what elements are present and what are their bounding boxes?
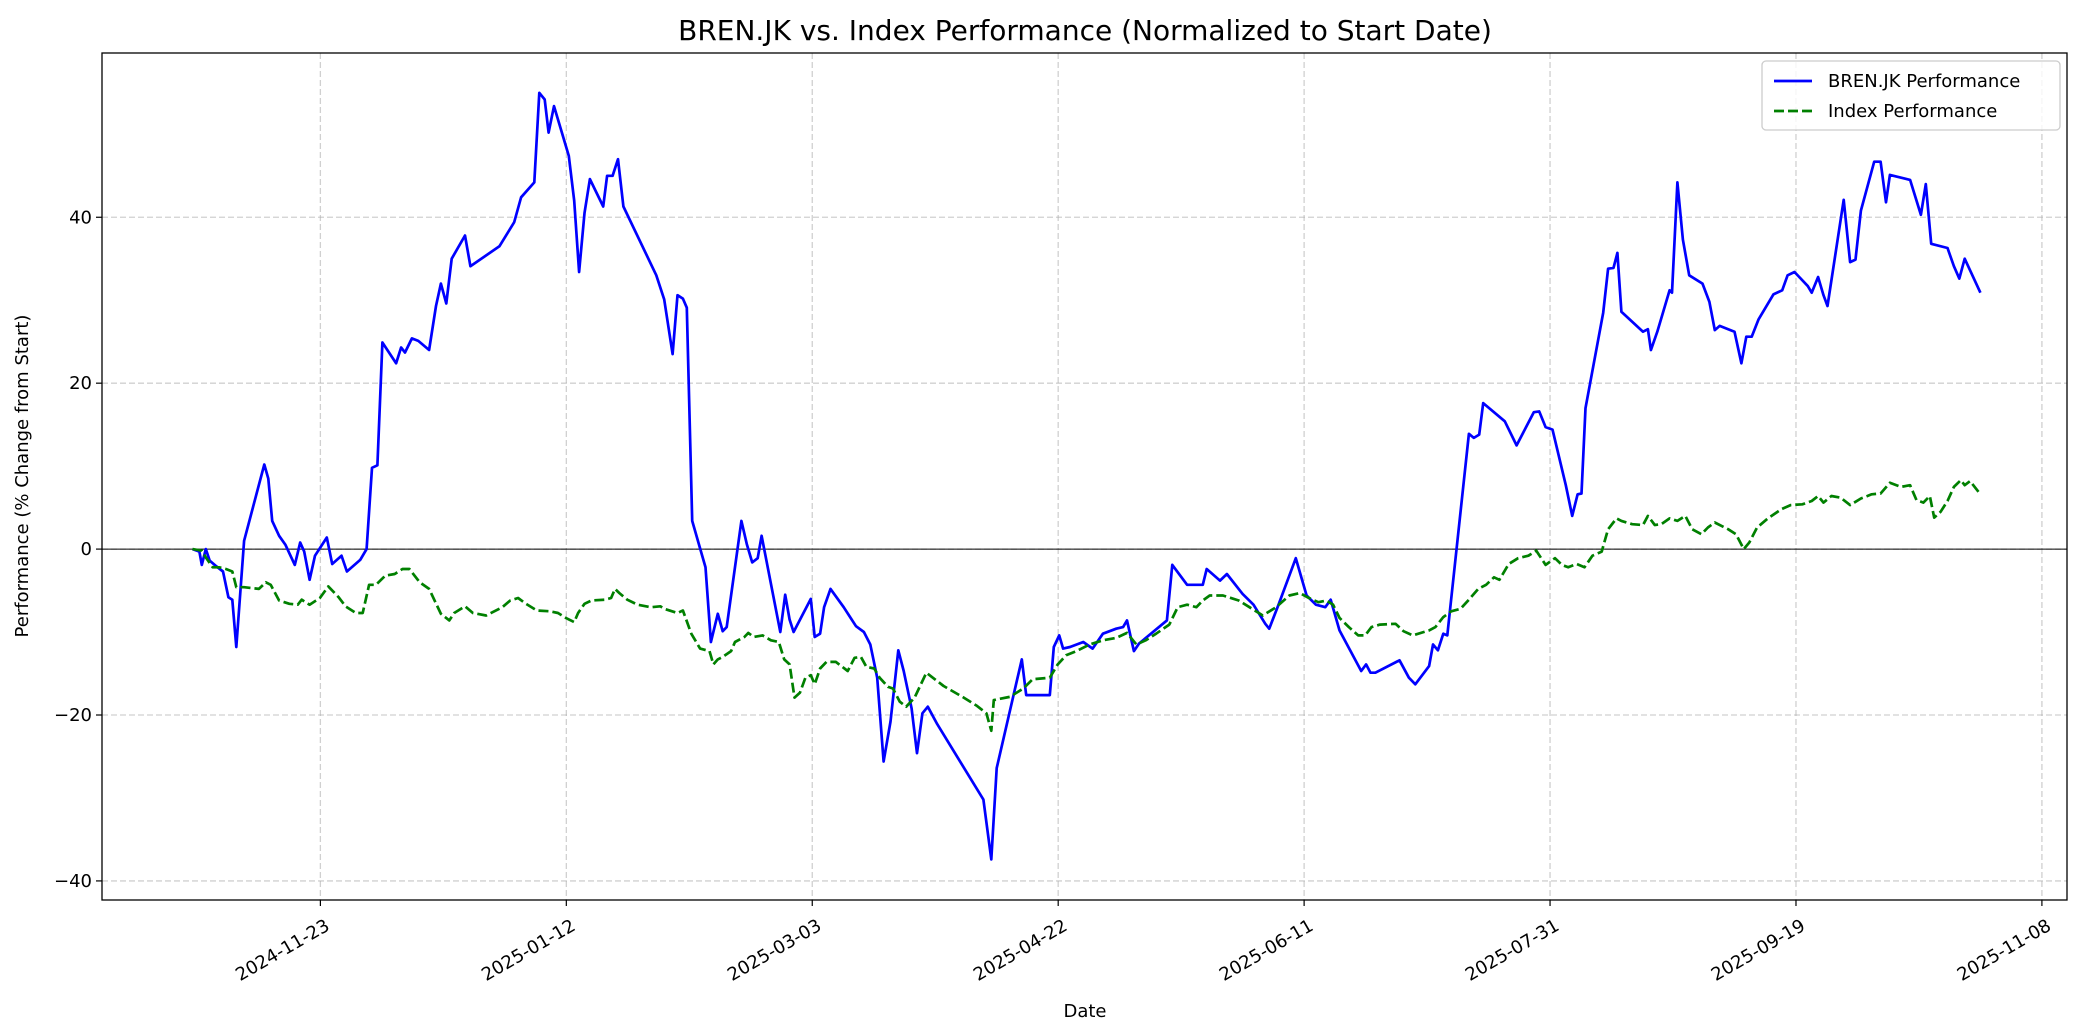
x-tick-label: 2024-11-23	[232, 915, 333, 985]
y-tick-label: −40	[54, 871, 92, 892]
y-tick-label: 20	[69, 373, 92, 394]
x-tick-label: 2025-01-12	[478, 915, 579, 985]
legend-label-bren: BREN.JK Performance	[1828, 71, 2020, 92]
y-axis-ticks: −40 −20 0 20 40	[54, 207, 102, 892]
y-axis-label: Performance (% Change from Start)	[12, 315, 33, 638]
x-tick-label: 2025-04-22	[970, 915, 1071, 985]
x-tick-label: 2025-11-08	[1954, 915, 2055, 985]
plot-area	[102, 91, 2067, 861]
series-line-index	[192, 478, 1982, 733]
legend: BREN.JK Performance Index Performance	[1761, 60, 2061, 131]
axes-frame	[101, 52, 2068, 901]
x-axis-ticks: 2024-11-23 2025-01-12 2025-03-03 2025-04-22…	[232, 900, 2055, 986]
chart-title: BREN.JK vs. Index Performance (Normalize…	[678, 14, 1492, 47]
series-line-bren	[192, 91, 1982, 861]
y-tick-label: 0	[81, 539, 92, 560]
x-tick-label: 2025-07-31	[1462, 915, 1563, 985]
y-tick-label: −20	[54, 705, 92, 726]
y-tick-label: 40	[69, 207, 92, 228]
x-tick-label: 2025-03-03	[724, 915, 825, 985]
legend-box	[1761, 60, 2061, 131]
x-tick-label: 2025-06-11	[1216, 915, 1317, 985]
x-axis-label: Date	[1063, 1001, 1106, 1022]
grid-lines	[102, 53, 2067, 900]
legend-label-index: Index Performance	[1828, 101, 1997, 122]
x-tick-label: 2025-09-19	[1708, 915, 1809, 985]
